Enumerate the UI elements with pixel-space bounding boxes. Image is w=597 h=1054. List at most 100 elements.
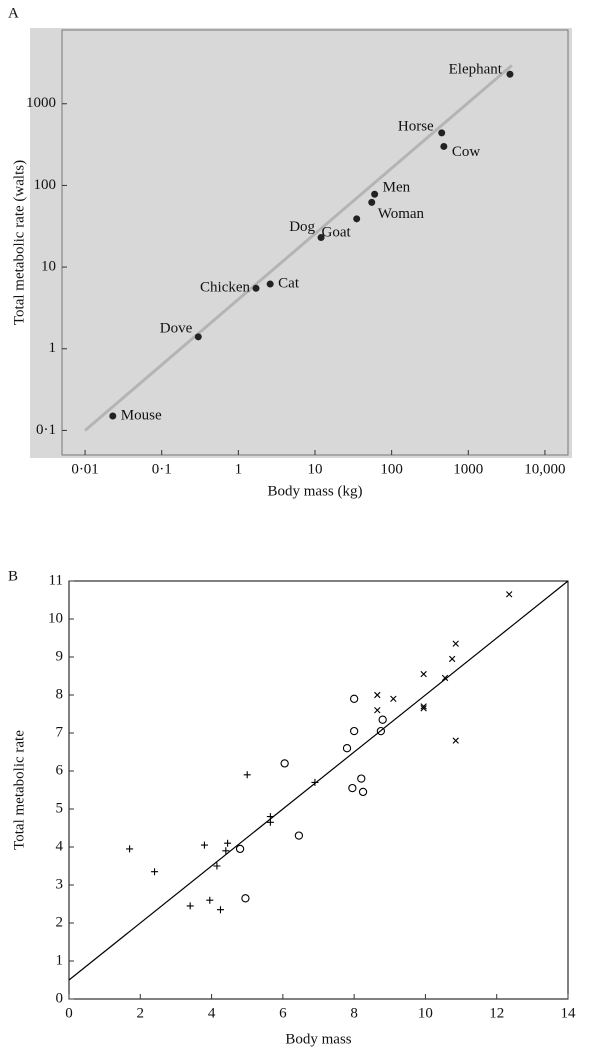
panel-label: A bbox=[8, 5, 19, 21]
point-cross bbox=[390, 695, 397, 702]
y-tick-label: 5 bbox=[56, 800, 64, 816]
point-plus bbox=[311, 778, 319, 786]
point bbox=[438, 129, 446, 137]
point-cross bbox=[374, 707, 381, 714]
x-tick-label: 8 bbox=[350, 1005, 358, 1021]
point bbox=[506, 70, 514, 78]
y-tick-label: 9 bbox=[56, 648, 64, 664]
y-tick-label: 8 bbox=[56, 686, 64, 702]
point-cross bbox=[452, 737, 459, 744]
point-circle bbox=[235, 844, 245, 854]
point-circle bbox=[348, 783, 357, 793]
y-tick-label: 7 bbox=[56, 724, 64, 740]
point-plus bbox=[151, 868, 159, 876]
x-tick-label: 2 bbox=[137, 1005, 145, 1021]
y-tick-label: 10 bbox=[48, 610, 63, 626]
point-circle bbox=[357, 774, 366, 783]
y-tick-label: 11 bbox=[49, 572, 63, 588]
plot-background bbox=[30, 28, 572, 458]
point-label: Mouse bbox=[121, 407, 162, 423]
point-label: Woman bbox=[378, 206, 425, 222]
point-label: Cow bbox=[452, 144, 481, 160]
point bbox=[252, 284, 260, 292]
x-tick-label: 0·01 bbox=[71, 461, 99, 477]
point-cross bbox=[420, 705, 427, 712]
point bbox=[317, 234, 325, 242]
point bbox=[266, 280, 274, 288]
point-circle bbox=[358, 787, 368, 797]
y-tick-label: 0·1 bbox=[36, 422, 56, 438]
point-cross bbox=[374, 691, 381, 699]
point-plus bbox=[266, 813, 274, 821]
x-tick-label: 10,000 bbox=[524, 461, 565, 477]
y-axis-label: Total metabolic rate bbox=[11, 730, 27, 850]
point-circle bbox=[241, 894, 250, 903]
x-tick-label: 14 bbox=[561, 1005, 577, 1021]
x-tick-label: 10 bbox=[308, 461, 323, 477]
y-tick-label: 1 bbox=[49, 340, 57, 356]
point-cross bbox=[452, 640, 459, 647]
y-tick-label: 1000 bbox=[26, 95, 56, 111]
y-tick-label: 4 bbox=[56, 838, 64, 854]
point bbox=[371, 190, 379, 198]
point bbox=[109, 412, 117, 420]
x-tick-label: 6 bbox=[279, 1005, 287, 1021]
x-tick-label: 0·1 bbox=[152, 461, 172, 477]
point-label: Elephant bbox=[449, 62, 503, 78]
point-plus bbox=[224, 839, 232, 847]
y-tick-label: 3 bbox=[56, 876, 64, 892]
x-tick-label: 1000 bbox=[453, 461, 483, 477]
point-cross bbox=[420, 703, 427, 710]
x-tick-label: 1 bbox=[235, 461, 243, 477]
y-tick-label: 6 bbox=[56, 762, 64, 778]
point-circle bbox=[349, 694, 359, 703]
fit-line bbox=[84, 64, 513, 432]
y-axis-label: Total metabolic rate (walts) bbox=[11, 160, 27, 325]
x-axis-label: Body mass bbox=[285, 1031, 351, 1047]
point-circle bbox=[349, 726, 359, 736]
point-circle bbox=[280, 759, 289, 768]
point-plus bbox=[243, 771, 251, 779]
point-label: Cat bbox=[278, 275, 300, 291]
y-tick-label: 100 bbox=[34, 177, 57, 193]
point-label: Chicken bbox=[200, 280, 250, 296]
y-tick-label: 0 bbox=[56, 990, 64, 1006]
y-tick-label: 10 bbox=[41, 259, 56, 275]
point-plus bbox=[216, 906, 224, 914]
point-cross bbox=[506, 591, 513, 598]
point-label: Dog bbox=[289, 219, 315, 235]
point-plus bbox=[222, 847, 230, 855]
point-label: Men bbox=[383, 180, 411, 196]
panel-label: B bbox=[8, 568, 18, 584]
plot-frame bbox=[68, 580, 569, 1000]
point bbox=[440, 142, 448, 150]
point bbox=[194, 333, 202, 341]
x-tick-label: 10 bbox=[418, 1005, 433, 1021]
point-plus bbox=[213, 862, 221, 870]
point-plus bbox=[200, 841, 208, 849]
point-cross bbox=[420, 670, 427, 678]
fit-line bbox=[68, 580, 569, 981]
x-tick-label: 4 bbox=[208, 1005, 216, 1021]
point-plus bbox=[126, 845, 134, 853]
x-tick-label: 12 bbox=[489, 1005, 504, 1021]
x-axis-label: Body mass (kg) bbox=[268, 483, 363, 499]
y-tick-label: 1 bbox=[56, 952, 64, 968]
y-tick-label: 2 bbox=[56, 914, 64, 930]
point-circle bbox=[294, 831, 304, 840]
x-tick-label: 0 bbox=[65, 1005, 73, 1021]
x-tick-label: 100 bbox=[380, 461, 403, 477]
point-plus bbox=[206, 896, 214, 904]
point-plus bbox=[186, 902, 194, 910]
point-circle bbox=[376, 726, 386, 736]
point-label: Dove bbox=[160, 320, 193, 336]
point-circle bbox=[342, 744, 352, 753]
point-label: Horse bbox=[398, 118, 434, 134]
point bbox=[353, 215, 361, 223]
point-cross bbox=[441, 674, 449, 682]
point-label: Goat bbox=[322, 224, 352, 240]
point bbox=[368, 198, 376, 206]
point-circle bbox=[378, 715, 387, 724]
point-cross bbox=[448, 655, 456, 663]
